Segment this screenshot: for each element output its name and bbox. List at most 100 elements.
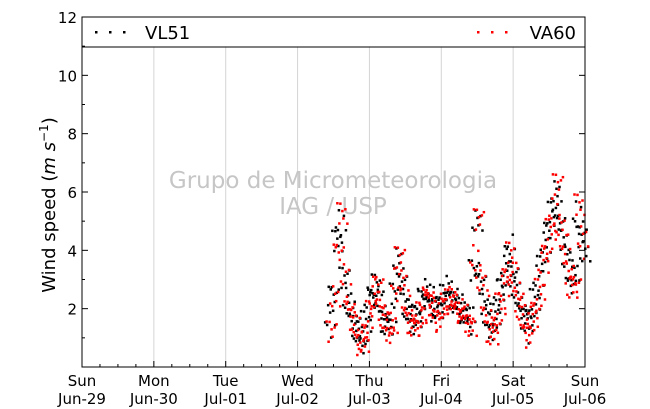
point-marker — [505, 280, 509, 283]
point-marker — [395, 247, 398, 250]
point-marker — [362, 351, 365, 355]
point-marker — [401, 312, 404, 316]
point-marker — [339, 235, 342, 239]
point-marker — [388, 282, 392, 285]
point-marker — [422, 297, 426, 301]
point-marker — [504, 241, 508, 244]
point-marker — [506, 261, 510, 264]
point-marker — [415, 307, 419, 311]
point-marker — [474, 272, 478, 276]
point-marker — [333, 249, 336, 253]
point-marker — [328, 302, 332, 305]
point-marker — [345, 312, 348, 315]
legend-entry: VL51 — [95, 23, 190, 44]
point-marker — [349, 283, 353, 286]
point-marker — [466, 322, 470, 326]
point-marker — [351, 306, 354, 309]
point-marker — [469, 325, 472, 329]
point-marker — [546, 222, 549, 225]
point-marker — [479, 264, 482, 267]
point-marker — [522, 324, 525, 327]
point-marker — [470, 321, 473, 325]
data-point — [471, 209, 484, 232]
x-tick-label-day: Wed — [281, 372, 314, 390]
data-point — [346, 308, 360, 332]
point-marker — [428, 303, 431, 307]
point-marker — [386, 320, 390, 324]
point-marker — [405, 274, 408, 278]
point-marker — [351, 334, 354, 338]
point-marker — [454, 298, 458, 302]
point-marker — [373, 303, 376, 307]
point-marker — [548, 214, 551, 218]
point-marker — [446, 291, 449, 294]
point-marker — [420, 290, 423, 293]
watermark: Grupo de Micrometeorologia IAG / USP — [169, 168, 497, 220]
point-marker — [482, 210, 486, 214]
legend-marker — [109, 31, 112, 34]
point-marker — [474, 209, 477, 212]
data-point — [483, 320, 496, 343]
point-marker — [445, 305, 448, 308]
point-marker — [364, 324, 367, 327]
point-marker — [436, 304, 440, 307]
point-marker — [375, 275, 378, 279]
point-marker — [414, 314, 417, 317]
point-marker — [378, 305, 381, 308]
data-point — [332, 243, 346, 262]
point-marker — [414, 323, 418, 327]
point-marker — [346, 294, 350, 297]
point-marker — [425, 321, 428, 325]
point-marker — [374, 278, 377, 281]
point-marker — [326, 303, 330, 307]
point-marker — [390, 332, 394, 335]
point-marker — [369, 291, 372, 294]
point-marker — [502, 293, 505, 296]
point-marker — [360, 330, 364, 333]
data-point — [553, 214, 567, 232]
point-marker — [430, 297, 434, 301]
point-marker — [489, 342, 492, 346]
legend-entries: VL51 VA60 — [95, 23, 576, 44]
point-marker — [385, 339, 388, 342]
point-marker — [349, 292, 353, 295]
point-marker — [340, 241, 344, 244]
point-marker — [406, 317, 410, 321]
point-marker — [516, 304, 519, 307]
point-marker — [382, 278, 385, 281]
point-marker — [327, 340, 330, 343]
point-marker — [523, 329, 527, 333]
point-marker — [574, 273, 577, 277]
point-marker — [395, 272, 399, 276]
x-tick-label-date: Jul-02 — [275, 390, 319, 408]
point-marker — [335, 291, 338, 295]
point-marker — [431, 300, 434, 303]
x-tick-label-date: Jul-06 — [563, 390, 607, 408]
point-marker — [560, 200, 563, 203]
point-marker — [435, 314, 439, 317]
point-marker — [406, 321, 410, 324]
point-marker — [396, 246, 400, 249]
point-marker — [377, 283, 380, 286]
point-marker — [554, 173, 558, 177]
data-point — [501, 268, 514, 286]
point-marker — [491, 338, 495, 342]
point-marker — [442, 291, 445, 295]
point-marker — [338, 266, 341, 269]
point-marker — [564, 282, 567, 285]
point-marker — [433, 307, 436, 311]
point-marker — [447, 305, 451, 308]
point-marker — [395, 266, 399, 269]
point-marker — [338, 258, 342, 262]
point-marker — [418, 312, 422, 316]
point-marker — [536, 316, 539, 320]
data-point — [382, 326, 396, 345]
point-marker — [379, 309, 382, 313]
point-marker — [471, 317, 475, 321]
legend-entry: VA60 — [477, 23, 576, 44]
point-marker — [566, 293, 569, 297]
point-marker — [364, 336, 367, 339]
point-marker — [409, 318, 413, 321]
point-marker — [517, 307, 521, 310]
point-marker — [343, 306, 347, 310]
